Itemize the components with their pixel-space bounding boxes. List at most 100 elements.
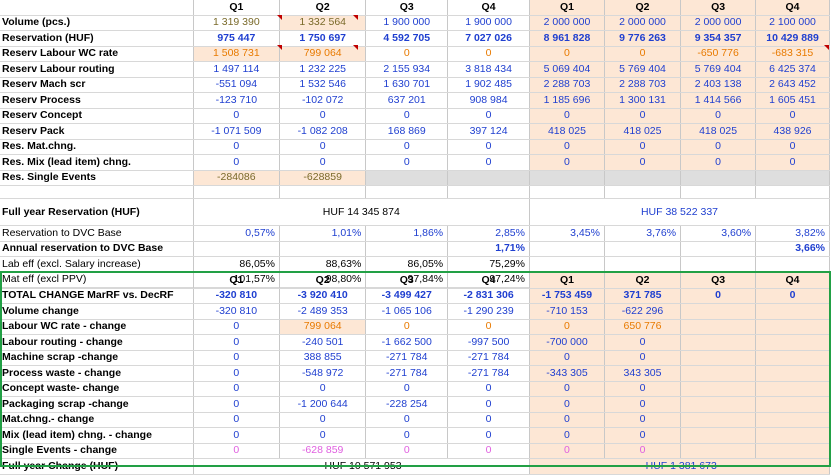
cell[interactable]: 9 354 357 [680,30,757,47]
col-q2[interactable]: Q2 [279,0,367,16]
cell[interactable]: 0 [279,427,367,444]
cell[interactable]: 0 [193,365,281,382]
cell[interactable]: -228 254 [365,396,449,413]
cell[interactable]: 1 630 701 [365,77,449,93]
row-label[interactable]: Volume (pcs.) [0,15,194,31]
cell[interactable]: 0 [193,319,281,335]
col-q4-next[interactable]: Q4 [755,273,830,289]
cell[interactable]: 0 [365,108,449,124]
cell[interactable]: 0 [604,427,682,444]
cell[interactable]: 0 [365,443,449,459]
cell[interactable]: 0 [279,139,367,155]
cell[interactable]: 0 [529,443,605,459]
cell[interactable]: 0 [279,381,367,397]
cell[interactable] [365,170,449,186]
cell[interactable]: 1 900 000 [365,15,449,31]
cell[interactable] [755,412,830,428]
col-q3[interactable]: Q3 [365,273,449,289]
cell[interactable]: 1 319 390 [193,15,281,31]
cell[interactable]: -2 489 353 [279,303,367,320]
row-label[interactable]: Full year Change (HUF) [0,458,194,475]
cell[interactable]: 0 [447,139,530,155]
col-q2[interactable]: Q2 [279,273,367,289]
cell[interactable]: -1 065 106 [365,303,449,320]
cell[interactable]: 0 [193,443,281,459]
cell[interactable]: 2 000 000 [529,15,605,31]
cell[interactable]: 0 [193,108,281,124]
cell[interactable]: 0 [529,381,605,397]
cell[interactable]: 0 [447,108,530,124]
cell[interactable] [680,303,757,320]
full-year-change-left[interactable]: -HUF 10 571 953 [193,458,530,475]
cell[interactable]: 0 [365,412,449,428]
cell[interactable]: 168 869 [365,123,449,140]
cell[interactable]: -2 831 306 [447,288,530,304]
row-label[interactable]: Mat.chng.- change [0,412,194,428]
cell[interactable]: -271 784 [365,350,449,366]
cell[interactable]: -1 290 239 [447,303,530,320]
row-label[interactable]: Reserv Pack [0,123,194,140]
cell[interactable]: -3 920 410 [279,288,367,304]
cell[interactable]: 0 [755,108,830,124]
cell[interactable] [680,365,757,382]
cell[interactable] [755,303,830,320]
cell[interactable]: 0 [279,108,367,124]
col-q1[interactable]: Q1 [193,273,281,289]
cell[interactable] [755,396,830,413]
cell[interactable]: 0 [604,443,682,459]
cell[interactable]: 10 429 889 [755,30,830,47]
cell[interactable]: 0 [604,334,682,351]
row-label[interactable]: Concept waste- change [0,381,194,397]
cell[interactable]: 0 [604,381,682,397]
cell[interactable]: 0 [193,154,281,171]
cell[interactable]: 0 [529,139,605,155]
cell[interactable]: 0 [529,427,605,444]
cell[interactable]: 0 [365,427,449,444]
cell[interactable]: 0 [604,396,682,413]
cell[interactable]: 0 [365,319,449,335]
cell[interactable]: 1 497 114 [193,61,281,78]
cell[interactable]: 371 785 [604,288,682,304]
cell[interactable]: -343 305 [529,365,605,382]
cell[interactable]: 2 288 703 [529,77,605,93]
row-label[interactable]: Full year Reservation (HUF) [0,198,194,226]
row-label[interactable]: Labour routing - change [0,334,194,351]
cell[interactable]: 0 [447,46,530,62]
cell[interactable]: 0 [680,139,757,155]
cell[interactable] [755,170,830,186]
cell[interactable] [755,334,830,351]
row-label[interactable]: Reservation (HUF) [0,30,194,47]
cell[interactable]: 1 300 131 [604,92,682,109]
cell[interactable]: -320 810 [193,303,281,320]
cell[interactable]: 1 508 731 [193,46,281,62]
row-label[interactable]: Reserv Labour WC rate [0,46,194,62]
cell[interactable]: 0 [604,46,682,62]
row-label[interactable]: Process waste - change [0,365,194,382]
cell[interactable]: 88,63% [279,256,367,273]
cell[interactable]: -123 710 [193,92,281,109]
row-label[interactable]: TOTAL CHANGE MarRF vs. DecRF [0,288,194,304]
cell[interactable]: 438 926 [755,123,830,140]
cell[interactable]: 8 961 828 [529,30,605,47]
cell[interactable]: 0 [680,108,757,124]
cell[interactable]: 4 592 705 [365,30,449,47]
cell[interactable]: 0 [604,108,682,124]
cell[interactable] [755,427,830,444]
row-label[interactable]: Machine scrap -change [0,350,194,366]
full-year-right[interactable]: HUF 38 522 337 [529,198,831,226]
cell[interactable]: -102 072 [279,92,367,109]
cell[interactable]: 397 124 [447,123,530,140]
cell[interactable]: 0 [447,319,530,335]
cell[interactable]: -271 784 [447,365,530,382]
cell[interactable] [680,350,757,366]
cell[interactable]: -1 200 644 [279,396,367,413]
full-year-left[interactable]: HUF 14 345 874 [193,198,530,226]
cell[interactable]: 1 185 696 [529,92,605,109]
cell[interactable]: 0 [447,427,530,444]
cell[interactable]: -628859 [279,170,367,186]
cell[interactable] [447,170,530,186]
cell[interactable] [529,170,605,186]
cell[interactable] [680,427,757,444]
cell[interactable]: 0 [365,139,449,155]
cell[interactable]: 3,76% [604,225,682,242]
